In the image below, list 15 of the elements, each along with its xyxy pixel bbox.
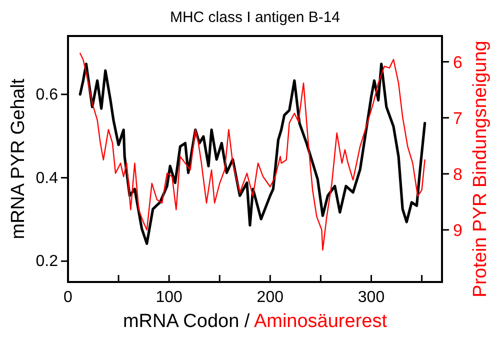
y2-tick-label: 7 [453, 108, 462, 128]
chart-title: MHC class I antigen B-14 [170, 9, 340, 26]
x-tick-label: 300 [358, 289, 385, 306]
x-tick-label: 200 [256, 289, 284, 306]
y-tick-label: 0.4 [36, 170, 58, 187]
y-axis-title: mRNA PYR Gehalt [8, 78, 29, 240]
y2-axis-title: Protein PYR Bindungsneigung [470, 40, 491, 298]
x-axis-title: mRNA Codon / Aminosäurerest [122, 311, 388, 332]
y-tick-label: 0.6 [36, 86, 58, 104]
x-tick-label: 100 [156, 289, 183, 306]
y2-tick-label: 6 [453, 52, 462, 72]
y2-tick-label: 8 [453, 164, 462, 184]
y2-tick-label: 9 [453, 220, 462, 240]
y-tick-label: 0.2 [36, 253, 58, 270]
x-tick-label: 0 [64, 289, 73, 306]
